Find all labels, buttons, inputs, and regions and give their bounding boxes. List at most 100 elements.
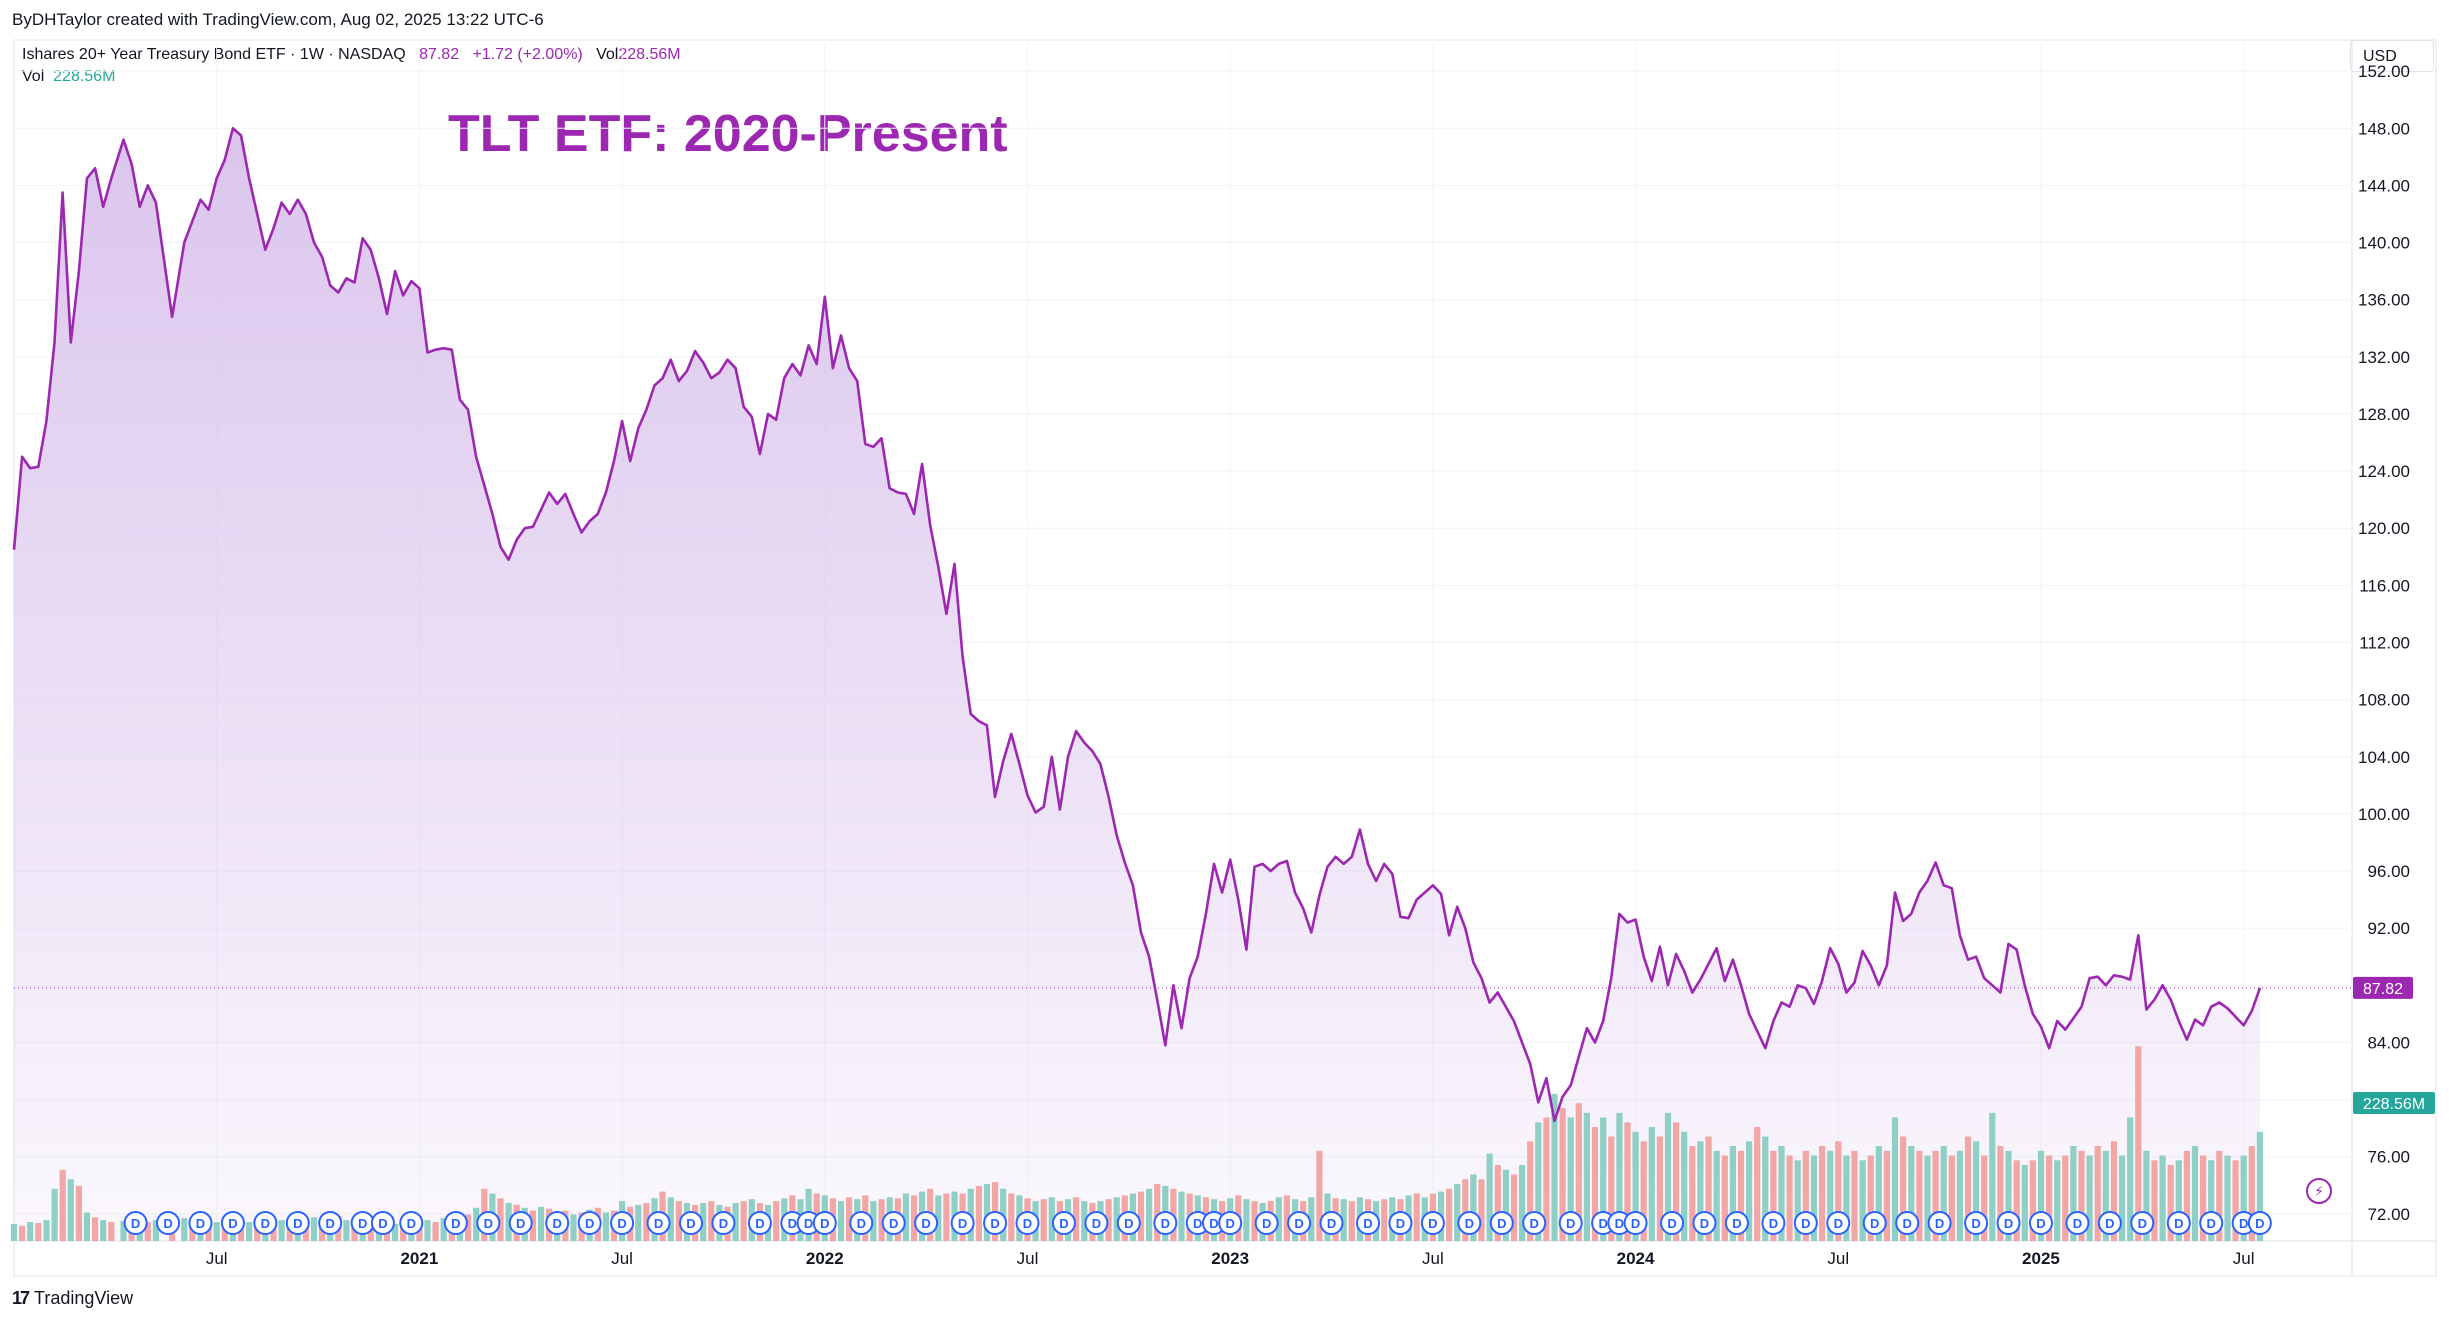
volume-bar[interactable] [1519,1165,1526,1241]
volume-bar[interactable] [1535,1122,1542,1242]
volume-bar[interactable] [1478,1179,1485,1242]
volume-bar[interactable] [1470,1174,1477,1242]
dividend-marker[interactable] [1996,1211,2021,1235]
footer-brand[interactable]: 17 TradingView [12,1288,133,1309]
volume-bar[interactable] [1900,1136,1907,1242]
volume-bar[interactable] [1348,1201,1355,1241]
dividend-marker[interactable] [1420,1211,1445,1235]
volume-bar[interactable] [975,1185,982,1241]
dividend-marker[interactable] [1895,1211,1920,1235]
volume-bar[interactable] [2005,1150,2012,1242]
volume-bar[interactable] [343,1220,350,1241]
volume-bar[interactable] [1867,1155,1874,1242]
dividend-marker[interactable] [950,1211,975,1235]
volume-bar[interactable] [1794,1160,1801,1242]
dividend-marker[interactable] [508,1211,533,1235]
dividend-marker[interactable] [1724,1211,1749,1235]
volume-bar[interactable] [1786,1155,1793,1242]
volume-bar[interactable] [2248,1146,2255,1241]
volume-bar[interactable] [1964,1136,1972,1242]
volume-bar[interactable] [1681,1131,1688,1241]
volume-bar[interactable] [27,1222,34,1241]
dividend-marker[interactable] [646,1211,671,1235]
dividend-marker[interactable] [711,1211,736,1235]
volume-bar[interactable] [2167,1165,2174,1241]
volume-bar[interactable] [1973,1141,1980,1242]
dividend-marker[interactable] [399,1211,424,1235]
dividend-marker[interactable] [1457,1211,1482,1235]
volume-bar[interactable] [1494,1165,1501,1241]
volume-bar[interactable] [1875,1146,1882,1241]
lightning-icon[interactable]: ⚡ [2306,1178,2332,1204]
volume-bar[interactable] [1997,1146,2004,1241]
volume-bar[interactable] [643,1203,650,1241]
volume-bar[interactable] [2046,1155,2053,1242]
volume-bar[interactable] [537,1206,545,1241]
volume-bar[interactable] [392,1223,399,1241]
volume-bar[interactable] [1754,1127,1761,1241]
volume-bar[interactable] [1664,1112,1672,1242]
volume-bar[interactable] [1940,1146,1947,1241]
volume-bar[interactable] [67,1179,74,1242]
volume-bar[interactable] [505,1203,512,1241]
volume-bar[interactable] [2078,1150,2085,1242]
volume-bar[interactable] [1048,1197,1055,1241]
dividend-marker[interactable] [188,1211,213,1235]
dividend-marker[interactable] [2028,1211,2053,1235]
volume-bar[interactable] [2127,1117,2134,1242]
volume-bar[interactable] [2208,1160,2215,1242]
volume-bar[interactable] [1340,1199,1347,1241]
price-line[interactable] [12,127,2262,1123]
dividend-marker[interactable] [1964,1211,1989,1235]
volume-bar[interactable] [635,1204,642,1241]
dividend-marker[interactable] [220,1211,245,1235]
volume-bar[interactable] [1575,1103,1582,1242]
dividend-marker[interactable] [1116,1211,1141,1235]
volume-bar[interactable] [902,1193,909,1242]
volume-bar[interactable] [910,1195,918,1241]
volume-bar[interactable] [92,1217,99,1242]
volume-bar[interactable] [221,1223,228,1241]
volume-bar[interactable] [1591,1127,1599,1241]
dividend-marker[interactable] [1826,1211,1851,1235]
volume-bar[interactable] [1073,1197,1080,1241]
volume-bar[interactable] [35,1223,42,1242]
dividend-marker[interactable] [914,1211,939,1235]
volume-bar[interactable] [1510,1174,1518,1242]
volume-bar[interactable] [732,1203,739,1241]
volume-bar[interactable] [878,1199,885,1241]
dividend-marker[interactable] [2065,1211,2090,1235]
volume-bar[interactable] [1502,1169,1509,1242]
volume-bar[interactable] [935,1195,942,1241]
dividend-marker[interactable] [812,1211,837,1235]
volume-bar[interactable] [700,1203,707,1241]
dividend-marker[interactable] [253,1211,278,1235]
volume-bar[interactable] [983,1184,991,1241]
volume-bar[interactable] [1891,1117,1899,1242]
dividend-marker[interactable] [2166,1211,2191,1235]
dividend-marker[interactable] [2130,1211,2155,1235]
volume-bar[interactable] [1081,1201,1088,1241]
volume-bar[interactable] [1600,1117,1607,1242]
volume-bar[interactable] [2256,1131,2263,1241]
volume-bar[interactable] [1737,1150,1745,1242]
volume-bar[interactable] [1251,1201,1258,1241]
dividend-marker[interactable] [1084,1211,1109,1235]
volume-bar[interactable] [1746,1141,1753,1242]
volume-bar[interactable] [2191,1146,2199,1241]
volume-bar[interactable] [465,1214,472,1241]
dividend-marker[interactable] [1692,1211,1717,1235]
volume-bar[interactable] [846,1197,853,1241]
volume-bar[interactable] [1802,1150,1809,1242]
volume-bar[interactable] [1778,1146,1785,1241]
volume-bar[interactable] [310,1217,318,1242]
volume-bar[interactable] [1989,1112,1996,1242]
volume-bar[interactable] [1640,1141,1647,1242]
legend-volume-row[interactable]: Vol 228.56M [22,66,681,88]
volume-bar[interactable] [2151,1160,2158,1242]
volume-bar[interactable] [1932,1150,1939,1242]
volume-bar[interactable] [1948,1155,1955,1242]
volume-bar[interactable] [1527,1141,1534,1242]
volume-bar[interactable] [278,1220,285,1241]
dividend-marker[interactable] [1319,1211,1344,1235]
